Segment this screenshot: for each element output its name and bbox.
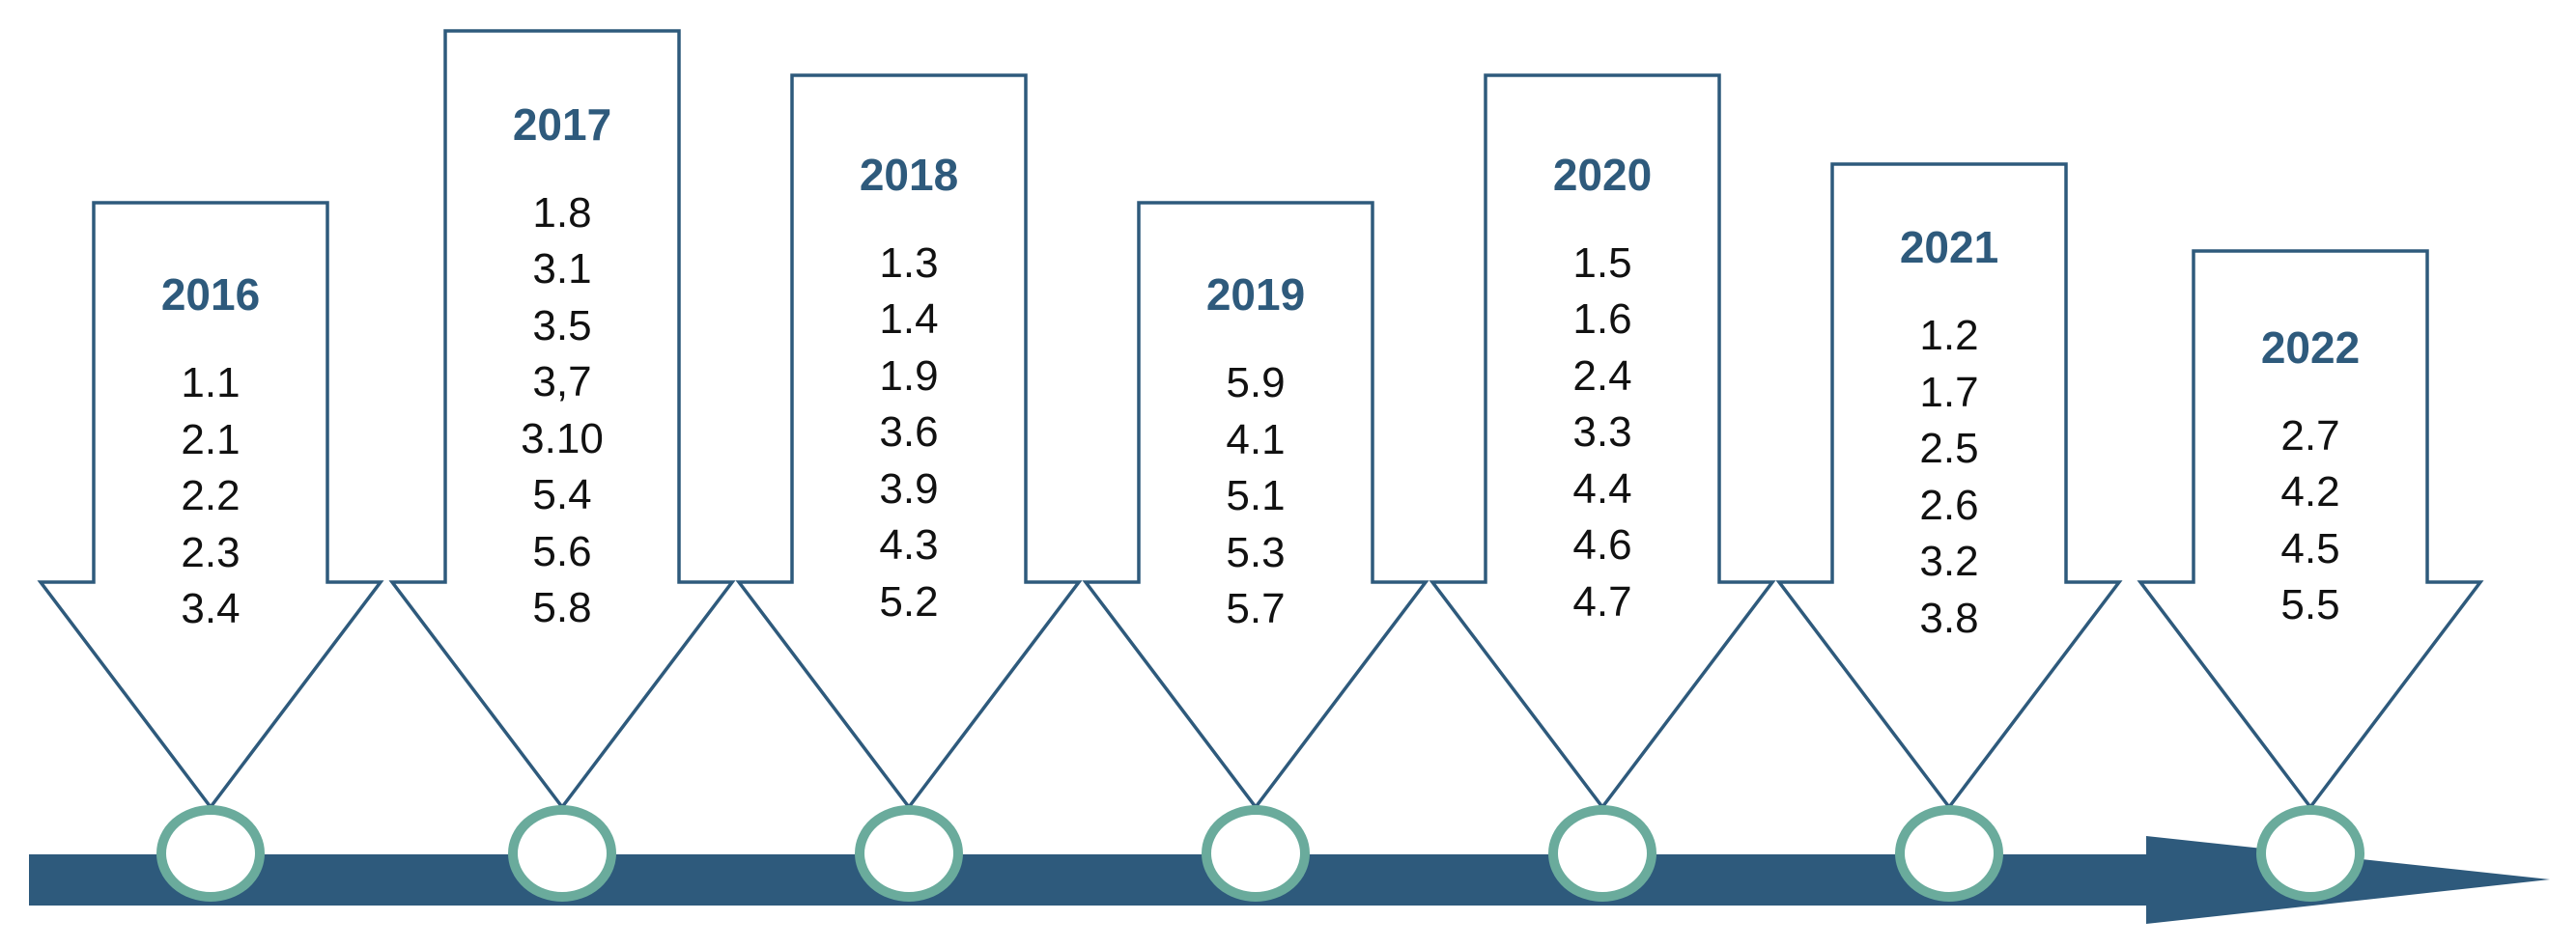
item-code: 2.3	[181, 528, 241, 576]
item-code: 2.4	[1572, 351, 1632, 400]
item-list-2020: 1.5 1.6 2.4 3.3 4.4 4.6 4.7	[1486, 236, 1718, 631]
year-arrow-2017	[388, 29, 736, 810]
milestone-marker-2017	[508, 805, 616, 902]
item-code: 4.7	[1572, 577, 1632, 626]
item-code: 3.8	[1919, 594, 1979, 642]
item-code: 5.5	[2280, 581, 2340, 628]
item-code: 2.6	[1919, 481, 1979, 529]
item-code: 1.8	[532, 188, 592, 237]
year-label: 2019	[1205, 269, 1306, 321]
item-code: 2.7	[2280, 411, 2340, 460]
year-arrow-2020	[1429, 73, 1776, 810]
item-code: 1.4	[879, 295, 939, 344]
item-code: 1.7	[1919, 368, 1979, 416]
item-code: 5.2	[879, 577, 939, 626]
item-list-2017: 1.8 3.1 3.5 3,7 3.10 5.4 5.6 5.8	[446, 185, 678, 637]
item-code: 3.6	[879, 408, 939, 457]
item-list-2016: 1.1 2.1 2.2 2.3 3.4	[95, 355, 326, 638]
item-list-2022: 2.7 4.2 4.5 5.5	[2194, 408, 2426, 634]
year-label: 2016	[160, 269, 261, 321]
item-code: 3.4	[181, 585, 241, 633]
milestone-marker-2020	[1548, 805, 1656, 902]
item-code: 3.3	[1572, 408, 1632, 457]
item-code: 3.10	[521, 414, 604, 462]
item-code: 3.5	[532, 301, 592, 349]
item-code: 2.5	[1919, 425, 1979, 472]
milestone-marker-2019	[1202, 805, 1310, 902]
item-code: 5.4	[532, 471, 592, 518]
item-code: 4.4	[1572, 464, 1632, 513]
item-code: 3.2	[1919, 538, 1979, 585]
year-label: 2021	[1899, 222, 1999, 272]
item-code: 1.9	[879, 351, 939, 400]
year-arrow-2022	[2137, 249, 2484, 810]
item-code: 1.1	[181, 359, 241, 407]
year-arrow-2016	[37, 201, 384, 810]
item-code: 1.2	[1919, 312, 1979, 359]
milestone-marker-2018	[855, 805, 963, 902]
item-code: 5.3	[1226, 528, 1286, 576]
item-code: 5.6	[532, 527, 592, 575]
item-list-2021: 1.2 1.7 2.5 2.6 3.2 3.8	[1833, 308, 2065, 647]
item-code: 4.5	[2280, 524, 2340, 572]
year-arrow-2019	[1082, 201, 1430, 810]
item-code: 5.8	[532, 584, 592, 631]
item-code: 3.1	[532, 245, 592, 293]
item-code: 5.1	[1226, 472, 1286, 520]
year-label: 2020	[1552, 149, 1653, 200]
milestone-marker-2022	[2256, 805, 2364, 902]
item-code: 4.3	[879, 521, 939, 570]
year-label: 2017	[512, 98, 612, 150]
item-code: 4.1	[1226, 415, 1286, 463]
year-label: 2022	[2260, 321, 2361, 373]
item-code: 1.3	[879, 238, 939, 287]
year-arrow-2021	[1775, 162, 2123, 810]
item-code: 1.5	[1572, 238, 1632, 287]
item-list-2018: 1.3 1.4 1.9 3.6 3.9 4.3 5.2	[793, 236, 1025, 631]
item-code: 2.2	[181, 472, 241, 520]
item-list-2019: 5.9 4.1 5.1 5.3 5.7	[1140, 355, 1372, 638]
milestone-marker-2016	[156, 805, 265, 902]
item-code: 4.6	[1572, 521, 1632, 570]
item-code: 3.9	[879, 464, 939, 513]
year-arrow-2018	[735, 73, 1083, 810]
item-code: 2.1	[181, 415, 241, 463]
year-label: 2018	[859, 149, 959, 200]
item-code: 3,7	[532, 358, 592, 405]
milestone-marker-2021	[1895, 805, 2003, 902]
item-code: 5.7	[1226, 585, 1286, 633]
item-code: 5.9	[1226, 359, 1286, 407]
item-code: 4.2	[2280, 468, 2340, 516]
item-code: 1.6	[1572, 295, 1632, 344]
